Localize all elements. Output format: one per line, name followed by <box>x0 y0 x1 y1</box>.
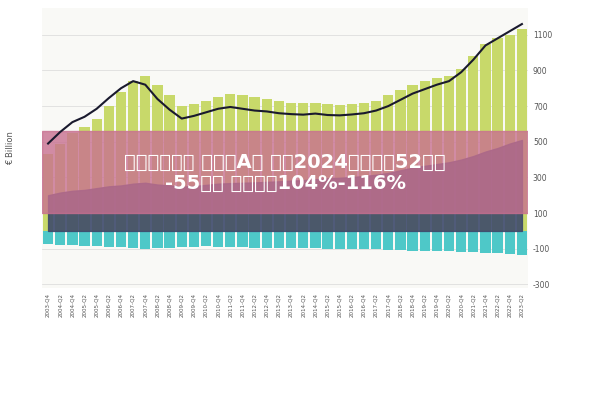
Bar <box>140 76 151 231</box>
Bar <box>395 231 406 250</box>
Bar <box>359 231 369 249</box>
Bar <box>67 133 77 231</box>
Bar <box>419 231 430 251</box>
Bar <box>286 102 296 231</box>
Bar <box>310 231 320 248</box>
Bar <box>201 101 211 231</box>
Bar <box>164 95 175 231</box>
Bar <box>359 104 369 231</box>
Bar <box>383 95 394 231</box>
Bar <box>176 231 187 247</box>
Bar <box>456 69 466 231</box>
Bar <box>104 231 114 247</box>
Bar <box>517 30 527 231</box>
Bar <box>371 101 381 231</box>
Bar <box>347 104 357 231</box>
Bar <box>262 99 272 231</box>
Bar <box>383 231 394 250</box>
Bar <box>55 144 65 231</box>
Bar <box>456 231 466 252</box>
Bar <box>468 231 478 252</box>
Bar <box>213 97 223 231</box>
Bar <box>225 94 235 231</box>
Bar <box>274 101 284 231</box>
Bar <box>432 231 442 251</box>
Text: -55亿元 同比增长104%-116%: -55亿元 同比增长104%-116% <box>164 174 406 193</box>
Bar <box>262 231 272 248</box>
Bar <box>250 231 260 248</box>
Bar <box>493 38 503 231</box>
Bar <box>298 104 308 231</box>
Bar <box>444 231 454 252</box>
Bar <box>201 231 211 246</box>
Bar <box>225 231 235 247</box>
Bar <box>67 231 77 245</box>
Bar <box>493 231 503 254</box>
Bar <box>468 56 478 231</box>
Bar <box>43 231 53 244</box>
Bar <box>92 118 102 231</box>
Bar <box>274 231 284 248</box>
Bar <box>250 97 260 231</box>
Text: € Billion: € Billion <box>6 131 15 165</box>
Bar <box>310 102 320 231</box>
Bar <box>322 104 332 231</box>
Bar <box>335 105 345 231</box>
Bar <box>444 76 454 231</box>
Bar <box>164 231 175 248</box>
Bar <box>128 231 138 248</box>
Bar <box>189 104 199 231</box>
Bar <box>298 231 308 248</box>
Bar <box>79 231 89 246</box>
Bar <box>505 35 515 231</box>
Bar <box>432 78 442 231</box>
Bar <box>116 92 126 231</box>
Bar <box>347 231 357 249</box>
Bar <box>238 95 248 231</box>
Bar <box>238 231 248 247</box>
Bar <box>395 90 406 231</box>
Bar <box>505 231 515 254</box>
Bar <box>481 231 491 253</box>
Bar <box>481 44 491 231</box>
Bar <box>152 231 163 248</box>
Bar <box>116 231 126 247</box>
Bar <box>128 81 138 231</box>
Bar <box>213 231 223 247</box>
Bar <box>140 231 151 249</box>
Bar <box>517 231 527 255</box>
Bar <box>371 231 381 249</box>
Bar <box>104 106 114 231</box>
Bar <box>407 231 418 250</box>
Text: 网上配资查询 京东方A： 预计2024年净利刱52亿元: 网上配资查询 京东方A： 预计2024年净利刱52亿元 <box>124 153 446 172</box>
Bar <box>286 231 296 248</box>
Bar <box>55 231 65 245</box>
Bar <box>322 231 332 248</box>
Bar <box>43 154 53 231</box>
Bar <box>176 106 187 231</box>
Bar <box>419 81 430 231</box>
Bar <box>79 128 89 231</box>
Bar <box>152 85 163 231</box>
Bar <box>407 85 418 231</box>
Bar <box>335 231 345 249</box>
Bar <box>189 231 199 247</box>
Bar <box>42 131 528 213</box>
Bar <box>92 231 102 246</box>
